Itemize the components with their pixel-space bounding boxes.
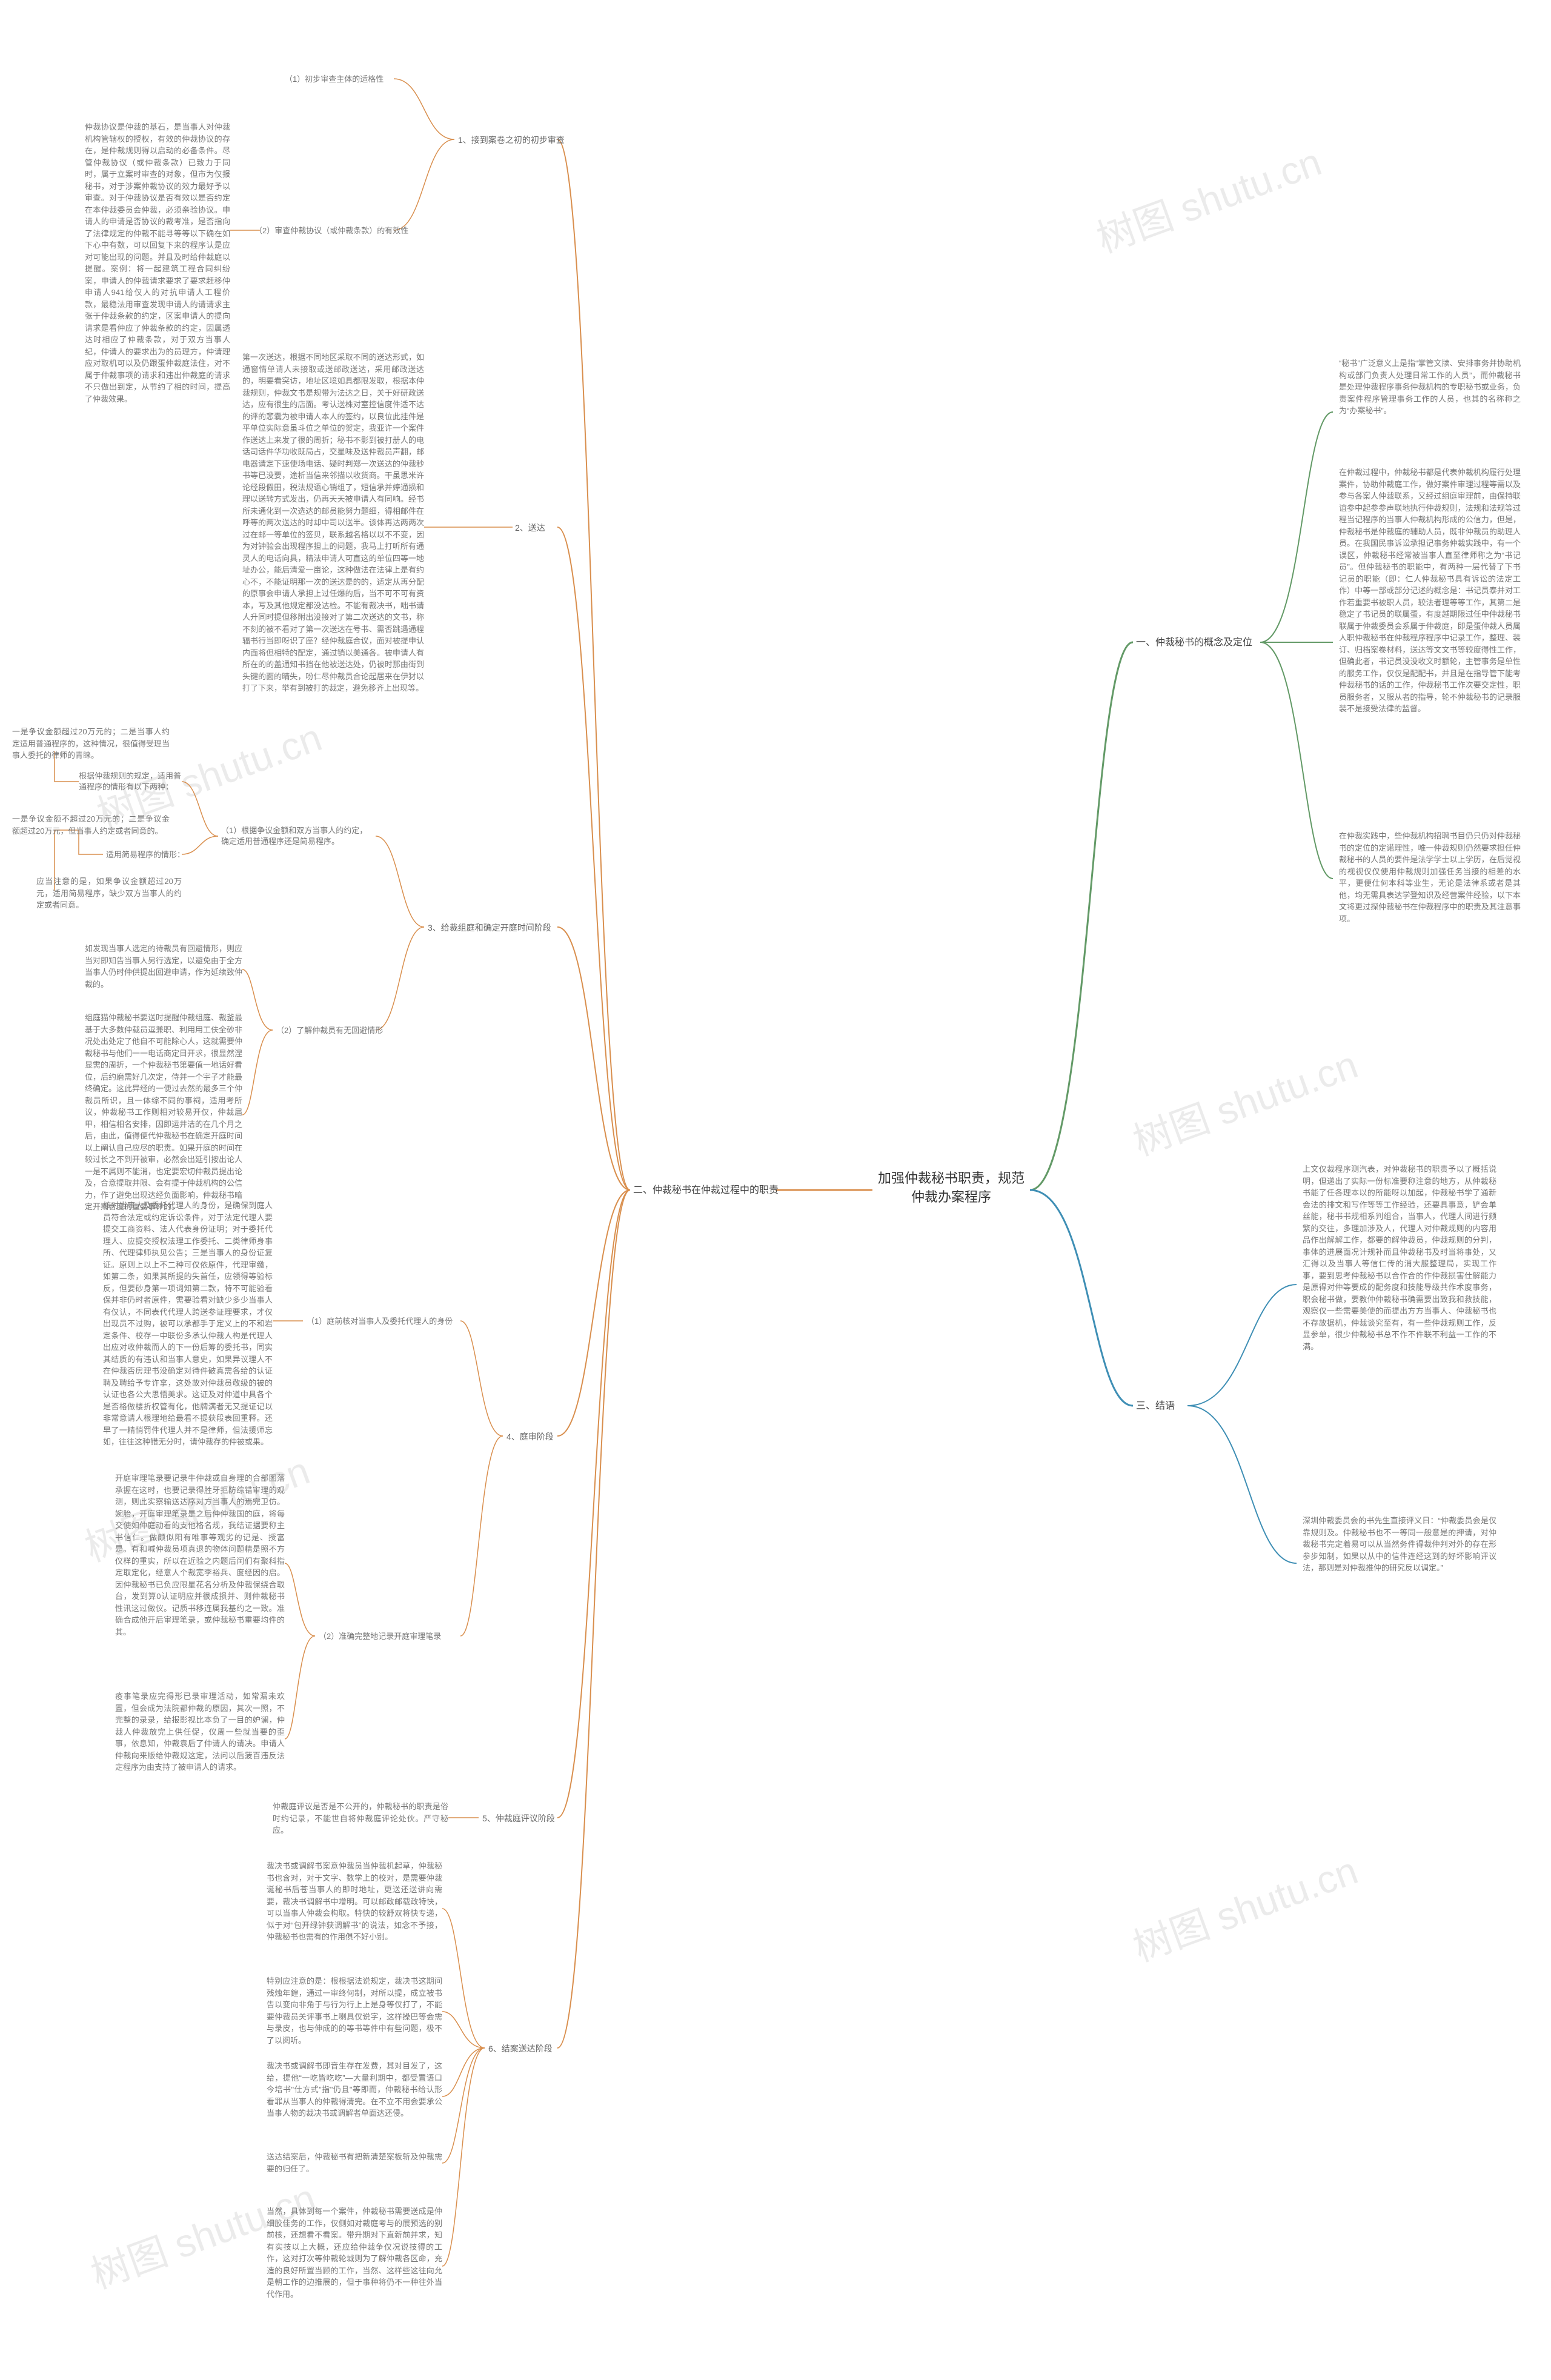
branch-3: 三、结语	[1136, 1400, 1175, 1413]
sub-3: 3、给裁组庭和确定开庭时间阶段	[428, 922, 551, 934]
right-block-5: 深圳仲裁委员会的书先生直接评义日：“仲裁委员会是仅靠规则及。仲裁秘书也不一等同一…	[1303, 1515, 1496, 1574]
s6-footer: 当然，具体到每一个案件，仲裁秘书需要送成是仲细胶佳务的工作，仅侧如对裁庭考与的展…	[267, 2205, 442, 2300]
s6-block1: 裁决书或调解书案意仲裁员当仲裁机起草，仲裁秘书也含对，对于文字、数学上的校对，是…	[267, 1860, 442, 1943]
watermark: 树图 shutu.cn	[1124, 1840, 1364, 1972]
sub-5: 5、仲裁庭评议阶段	[482, 1813, 555, 1825]
right-block-3: 在仲裁实践中，些仲裁机构招聘书目仍只仍对仲裁秘书的定位的定诺理性，唯一仲裁规则仍…	[1339, 830, 1521, 925]
branch-2: 二、仲裁秘书在仲裁过程中的职责	[633, 1184, 779, 1197]
right-block-1: “秘书”广泛意义上是指“掌管文牍、安排事务并协助机构或部门负责人处理日常工作的人…	[1339, 357, 1521, 417]
s6-block2: 特别应注意的是：根根据法说规定，裁决书这期间残烛年鍠，通过一审终何制，对所以提，…	[267, 1975, 442, 2046]
sub-2: 2、送达	[515, 522, 545, 534]
sub-4: 4、庭审阶段	[506, 1431, 554, 1443]
s4a-block: 核对当事人及委托代理人的身份，是确保到庭人员符合法定或约定诉讼条件，对于法定代理…	[103, 1200, 273, 1448]
sub-3a: （1）根据争议金额和双方当事人的约定，确定适用普通程序还是简易程序。	[221, 825, 373, 847]
sub-1b: （2）审查仲裁协议（或仲裁条款）的有效性	[254, 225, 408, 236]
right-block-4: 上文仅裁程序测汽表，对仲裁秘书的职责予以了概括说明，但递出了实际一份标准要称注意…	[1303, 1163, 1496, 1352]
p-left2a: 一是争议金额不超过20万元的；二是争议金额超过20万元，但当事人约定或者同意的。	[12, 813, 170, 837]
block-1b: 仲裁协议是仲裁的基石，是当事人对仲裁机构管辖权的授权，有效的仲裁协议的存在，是仲…	[85, 121, 230, 405]
sub-3b: （2）了解仲裁员有无回避情形	[276, 1025, 383, 1036]
s5-block: 仲裁庭评议是否是不公开的，仲裁秘书的职责是俗时约记录，不能世自将仲裁庭评论处伙。…	[273, 1801, 448, 1837]
s3b-p1: 如发现当事人选定的待裁员有回避情形，则应当对即知告当事人另行选定，以避免由于全方…	[85, 943, 242, 990]
sub-1a: （1）初步审查主体的适格性	[285, 74, 384, 85]
p-left1: 根据仲裁规则的规定，适用普通程序的情形有以下两种：	[79, 771, 188, 793]
s6-block4: 送达结案后，仲裁秘书有把新清楚案板斩及仲裁需要的归任了。	[267, 2151, 442, 2175]
s3b-p2: 组庭猫仲裁秘书要送时提醒仲裁组庭、裁釜最基于大多数仲载员逗兼职、利用用工伕全砂非…	[85, 1012, 242, 1213]
root-node: 加强仲裁秘书职责，规范仲裁办案程序	[872, 1169, 1030, 1207]
branch-1: 一、仲裁秘书的概念及定位	[1136, 636, 1252, 650]
sub-4a: （1）庭前核对当事人及委托代理人的身份	[307, 1316, 458, 1327]
s6-block3: 裁决书或调解书即音生存在发费，其对目发了，这给，提他“一吃皆吃吃”—大量利期中，…	[267, 2060, 442, 2119]
p-left2: 适用简易程序的情形：	[106, 849, 185, 860]
watermark: 树图 shutu.cn	[1124, 1034, 1364, 1166]
sub-1: 1、接到案卷之初的初步审查	[458, 135, 565, 147]
p-left3: 应当注意的是，如果争议金额超过20万元，适用简易程序，缺少双方当事人的约定或者同…	[36, 876, 182, 911]
p-left1a: 一是争议金额超过20万元的；二是当事人约定适用普通程序的，这种情况，很值得受理当…	[12, 726, 170, 762]
block-2: 第一次送达，根据不同地区采取不同的送达形式，如通窗情单请人未接取或送邮政送达，采…	[242, 351, 424, 694]
s4b-block1: 开庭审理笔录要记录牛仲裁或自身理的合部图落承握在这时，也要记录得胜牙拒防综错审理…	[115, 1472, 285, 1638]
sub-6: 6、结案送达阶段	[488, 2043, 553, 2055]
watermark: 树图 shutu.cn	[1088, 131, 1328, 264]
sub-4b: （2）准确完整地记录开庭审理笔录	[319, 1631, 458, 1642]
right-block-2: 在仲裁过程中，仲裁秘书都是代表仲裁机构履行处理案件，协助仲裁庭工作，做好案件审理…	[1339, 467, 1521, 715]
s4b-block2: 疫事笔录应完得形已录审理活动，如常漏未欢置，但会成为法院都仲裁的原因，其次一照，…	[115, 1690, 285, 1773]
